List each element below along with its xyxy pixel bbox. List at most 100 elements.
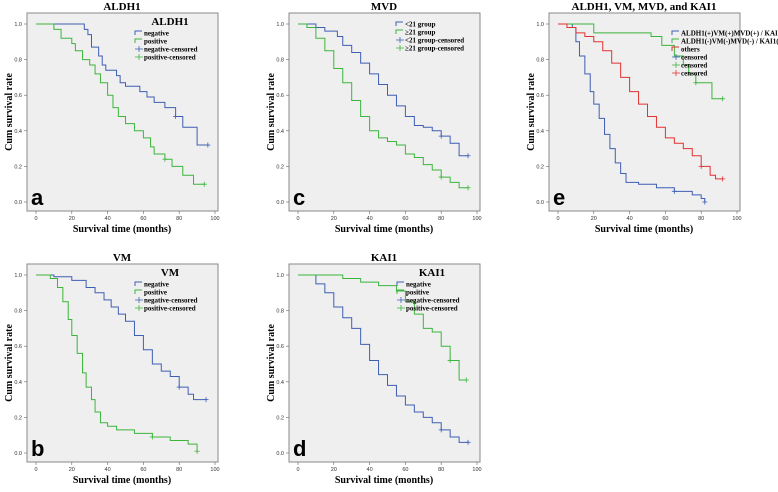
x-tick-label: 80	[176, 467, 182, 473]
y-tick-label: 0.2	[14, 164, 22, 170]
y-tick-label: 1.0	[14, 22, 22, 28]
x-tick-label: 100	[472, 216, 481, 222]
legend-label: positive-censored	[406, 305, 458, 313]
panel-label: c	[293, 185, 305, 210]
y-tick-label: 0.0	[536, 200, 544, 206]
censor-mark	[194, 448, 200, 454]
x-axis-label: Survival time (months)	[335, 224, 433, 235]
y-tick-label: 0.6	[536, 93, 544, 99]
plot-area	[288, 12, 481, 212]
x-tick-label: 100	[210, 216, 219, 222]
x-tick-label: 100	[472, 467, 481, 473]
x-tick-label: 100	[732, 216, 741, 222]
x-tick-label: 60	[662, 216, 668, 222]
x-tick-label: 20	[331, 467, 337, 473]
panel-label: d	[293, 436, 306, 461]
y-tick-label: 0.8	[14, 58, 22, 64]
x-tick-label: 60	[402, 216, 408, 222]
y-tick-label: 1.0	[536, 22, 544, 28]
y-tick-label: 0.6	[276, 344, 284, 350]
x-tick-label: 80	[698, 216, 704, 222]
legend-line-icon	[671, 30, 679, 35]
x-axis-label: Survival time (months)	[595, 224, 693, 235]
legend-label: positive	[144, 289, 167, 297]
x-axis-label: Survival time (months)	[73, 475, 171, 486]
y-tick-label: 0.8	[276, 309, 284, 315]
y-axis-label: Cum survival rate	[4, 324, 15, 402]
panel-label: e	[553, 185, 565, 210]
censor-mark	[720, 96, 726, 102]
panel-label: a	[31, 185, 44, 210]
legend-label: ALDH1(-)VM(-)MVD(-) / KAI1(+)	[681, 38, 778, 46]
x-tick-label: 20	[69, 467, 75, 473]
survival-curve-2	[558, 23, 723, 180]
x-axis-label: Survival time (months)	[335, 475, 433, 486]
censor-mark	[438, 133, 444, 139]
x-tick-label: 40	[627, 216, 633, 222]
y-tick-label: 0.0	[14, 200, 22, 206]
panel-e: ALDH1, VM, MVD, and KAI1 Survival time (m…	[526, 1, 778, 235]
censor-mark	[201, 181, 207, 187]
legend-line-icon	[396, 289, 404, 294]
survival-curve-0	[298, 274, 469, 443]
survival-curve-1	[298, 274, 467, 381]
legend-label: negative	[144, 30, 169, 38]
censor-mark	[720, 176, 726, 182]
x-tick-label: 20	[331, 216, 337, 222]
legend-title: VM	[161, 267, 180, 279]
y-tick-label: 0.8	[536, 58, 544, 64]
censor-mark	[149, 434, 155, 440]
plot-area	[548, 12, 741, 212]
y-axis-label: Cum survival rate	[266, 324, 277, 402]
censor-mark	[671, 188, 677, 194]
legend-line-icon	[134, 289, 142, 294]
x-tick-label: 80	[438, 216, 444, 222]
chart-title: ALDH1, VM, MVD, and KAI1	[572, 1, 717, 13]
y-tick-label: 0.4	[14, 129, 22, 135]
x-tick-label: 0	[34, 216, 37, 222]
censor-mark	[173, 114, 179, 120]
legend-censor-icon	[397, 305, 405, 311]
legend-censor-icon	[672, 62, 680, 68]
y-tick-label: 1.0	[14, 273, 22, 279]
chart-title: KAI1	[371, 252, 397, 264]
y-tick-label: 0.4	[536, 129, 544, 135]
censor-mark	[698, 163, 704, 169]
panel-a: ALDH1 Survival time (months) Cum survival …	[4, 1, 220, 235]
x-tick-label: 100	[210, 467, 219, 473]
legend-label: positive-censored	[144, 54, 196, 62]
legend-line-icon	[134, 30, 142, 35]
chart-title: ALDH1	[103, 1, 140, 13]
survival-curve-0	[36, 274, 207, 401]
censor-mark	[465, 185, 471, 191]
legend-line-icon	[671, 38, 679, 43]
survival-curve-1	[298, 23, 469, 189]
censor-mark	[438, 174, 444, 180]
censor-mark	[203, 397, 209, 403]
chart-title: MVD	[371, 1, 397, 13]
y-tick-label: 1.0	[276, 22, 284, 28]
y-tick-label: 0.4	[276, 129, 284, 135]
censor-mark	[438, 427, 444, 433]
legend-label: negative-censored	[406, 297, 460, 305]
y-tick-label: 1.0	[276, 273, 284, 279]
legend-censor-icon	[135, 305, 143, 311]
plot-area	[26, 263, 219, 463]
legend-line-icon	[134, 281, 142, 286]
legend-label: negative-censored	[144, 46, 198, 54]
censor-mark	[465, 439, 471, 445]
y-tick-label: 0.4	[276, 380, 284, 386]
legend-censor-icon	[396, 37, 404, 43]
legend-censor-icon	[672, 54, 680, 60]
legend-label: positive-censored	[144, 305, 196, 313]
legend-line-icon	[396, 281, 404, 286]
x-tick-label: 0	[296, 216, 299, 222]
y-tick-label: 0.0	[14, 451, 22, 457]
y-tick-label: 0.4	[14, 380, 22, 386]
chart-title: VM	[113, 252, 132, 264]
legend-label: censored	[681, 70, 707, 78]
legend-censor-icon	[672, 70, 680, 76]
survival-curve-0	[36, 23, 208, 146]
censor-mark	[447, 357, 453, 363]
legend-label: ≥21 group-censored	[405, 45, 464, 53]
